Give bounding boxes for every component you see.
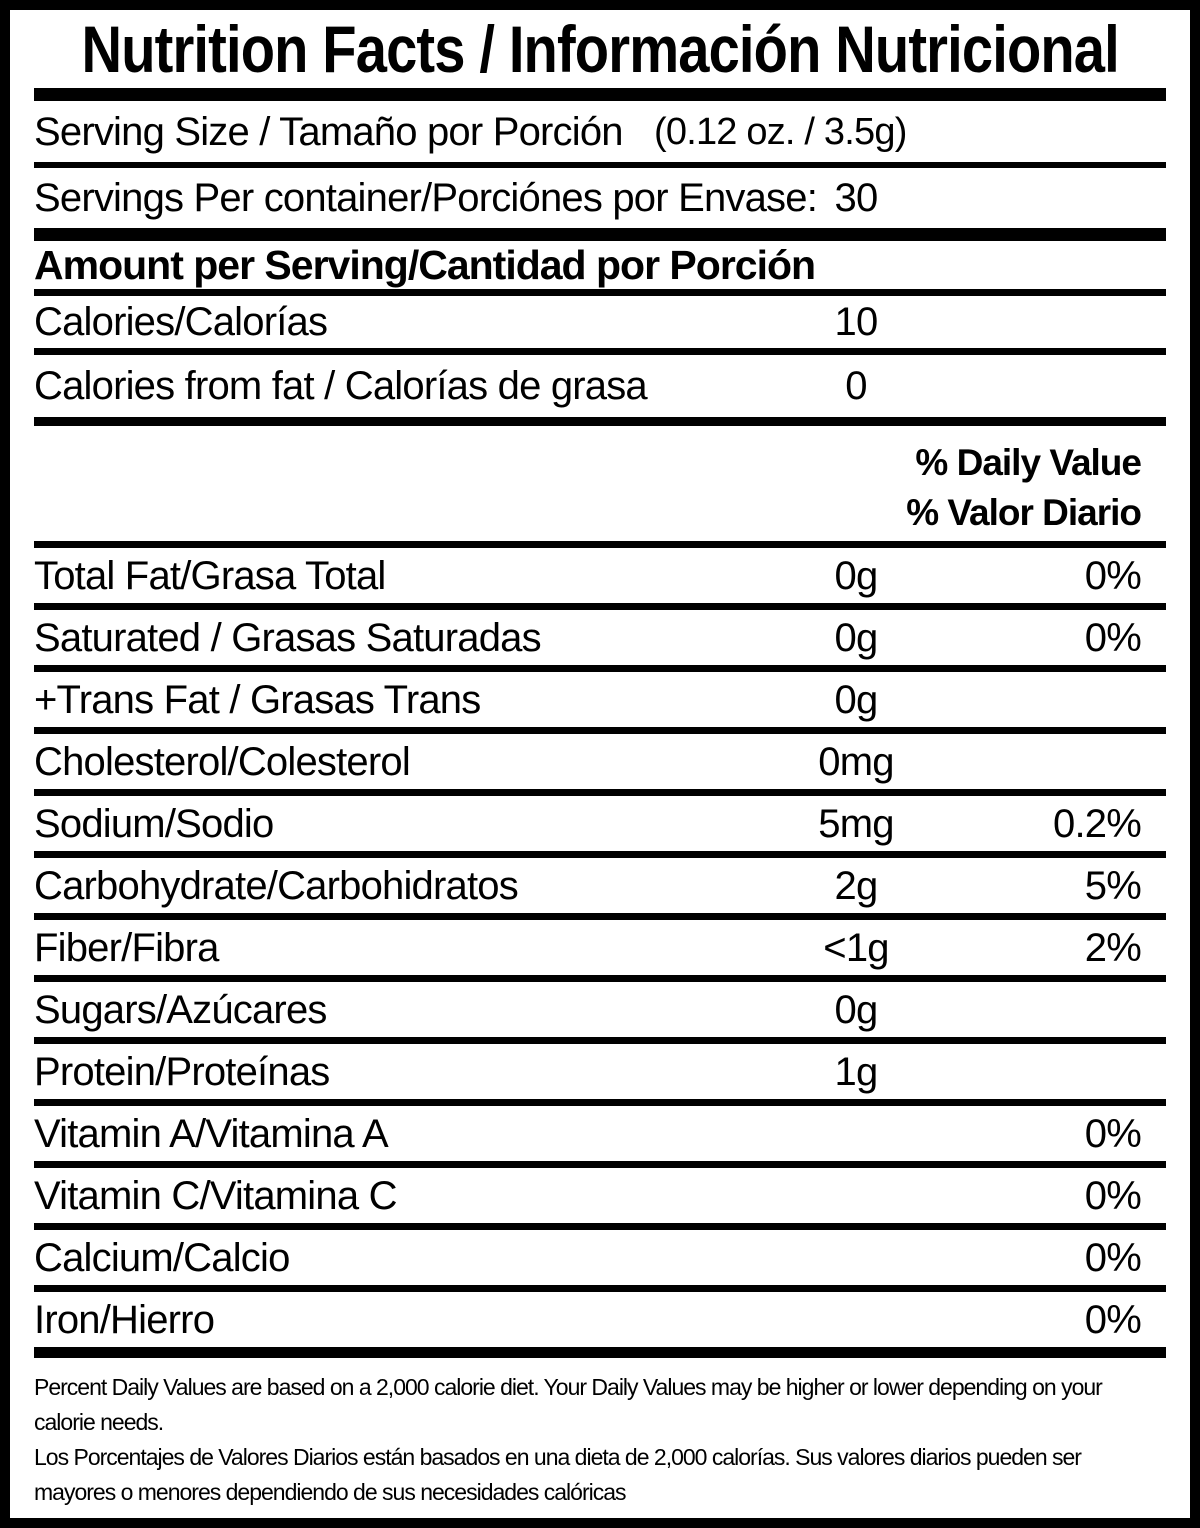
medium-rule [34, 417, 1166, 426]
serving-size-row: Serving Size / Tamaño por Porción (0.12 … [34, 101, 1166, 162]
servings-per-container-label: Servings Per container/Porciónes por Env… [34, 176, 818, 220]
nutrient-label: +Trans Fat / Grasas Trans [34, 677, 481, 722]
thin-rule [34, 1099, 1166, 1106]
nutrient-row-vitamin-a: Vitamin A/Vitamina A 0% [34, 1106, 1166, 1161]
footnote-es: Los Porcentajes de Valores Diarios están… [34, 1444, 1082, 1505]
nutrient-label: Iron/Hierro [34, 1297, 215, 1342]
nutrient-row-carbohydrate: Carbohydrate/Carbohidratos 2g 5% [34, 858, 1166, 913]
calories-row: Calories/Calorías 10 [34, 296, 1166, 348]
nutrient-row-iron: Iron/Hierro 0% [34, 1292, 1166, 1347]
nutrient-row-sugars: Sugars/Azúcares 0g [34, 982, 1166, 1037]
thin-rule [34, 975, 1166, 982]
calories-label: Calories/Calorías [34, 300, 328, 344]
thin-rule [34, 665, 1166, 672]
nutrient-amount: <1g [823, 925, 889, 970]
thin-rule [34, 789, 1166, 796]
label-title: Nutrition Facts / Información Nutriciona… [81, 12, 1119, 86]
nutrient-dv: 0% [1084, 1297, 1142, 1342]
serving-size-label: Serving Size / Tamaño por Porción [34, 109, 624, 154]
thin-rule [34, 913, 1166, 920]
footnotes: Percent Daily Values are based on a 2,00… [34, 1358, 1166, 1518]
nutrient-label: Protein/Proteínas [34, 1049, 330, 1094]
label-title-block: Nutrition Facts / Información Nutriciona… [34, 10, 1166, 88]
nutrient-row-vitamin-c: Vitamin C/Vitamina C 0% [34, 1168, 1166, 1223]
calories-value: 10 [834, 300, 879, 344]
calories-from-fat-row: Calories from fat / Calorías de grasa 0 [34, 355, 1166, 417]
serving-size-value: (0.12 oz. / 3.5g) [654, 110, 907, 153]
daily-value-header-block: % Daily Value % Valor Diario [34, 426, 1166, 541]
nutrient-row-cholesterol: Cholesterol/Colesterol 0mg [34, 734, 1166, 789]
nutrient-dv: 5% [1084, 863, 1142, 908]
thick-rule [34, 1347, 1166, 1358]
nutrient-row-fiber: Fiber/Fibra <1g 2% [34, 920, 1166, 975]
nutrient-row-sodium: Sodium/Sodio 5mg 0.2% [34, 796, 1166, 851]
nutrient-amount: 1g [834, 1049, 879, 1094]
thin-rule [34, 1161, 1166, 1168]
nutrient-label: Vitamin C/Vitamina C [34, 1173, 397, 1218]
nutrient-label: Cholesterol/Colesterol [34, 739, 411, 784]
nutrient-label: Fiber/Fibra [34, 925, 219, 970]
nutrient-row-calcium: Calcium/Calcio 0% [34, 1230, 1166, 1285]
nutrient-dv: 0% [1084, 1173, 1142, 1218]
nutrient-label: Carbohydrate/Carbohidratos [34, 863, 519, 908]
nutrient-row-saturated-fat: Saturated / Grasas Saturadas 0g 0% [34, 610, 1166, 665]
nutrient-row-protein: Protein/Proteínas 1g [34, 1044, 1166, 1099]
nutrient-label: Total Fat/Grasa Total [34, 553, 386, 598]
nutrient-amount: 5mg [818, 801, 894, 846]
thick-rule [34, 228, 1166, 241]
thin-rule [34, 1223, 1166, 1230]
servings-per-container-row: Servings Per container/Porciónes por Env… [34, 168, 1166, 228]
nutrient-amount: 0g [834, 677, 879, 722]
footnote-en: Percent Daily Values are based on a 2,00… [34, 1374, 1103, 1435]
nutrient-label: Sugars/Azúcares [34, 987, 327, 1032]
nutrient-dv: 0% [1084, 1111, 1142, 1156]
nutrient-dv: 0% [1084, 1235, 1142, 1280]
daily-value-header-en: % Daily Value [915, 442, 1142, 483]
thin-rule [34, 603, 1166, 610]
nutrient-row-total-fat: Total Fat/Grasa Total 0g 0% [34, 548, 1166, 603]
nutrient-amount: 0g [834, 553, 879, 598]
nutrient-dv: 2% [1084, 925, 1142, 970]
amount-per-serving-header-row: Amount per Serving/Cantidad por Porción [34, 241, 1166, 289]
amount-per-serving-header: Amount per Serving/Cantidad por Porción [34, 241, 816, 288]
thick-rule [34, 88, 1166, 101]
thin-rule [34, 727, 1166, 734]
calories-from-fat-value: 0 [845, 364, 867, 408]
calories-from-fat-label: Calories from fat / Calorías de grasa [34, 364, 648, 408]
nutrient-label: Saturated / Grasas Saturadas [34, 615, 542, 660]
nutrient-amount: 0g [834, 615, 879, 660]
nutrient-row-trans-fat: +Trans Fat / Grasas Trans 0g [34, 672, 1166, 727]
thin-rule [34, 541, 1166, 548]
servings-per-container-value: 30 [834, 176, 879, 220]
thin-rule [34, 1285, 1166, 1292]
nutrient-amount: 0g [834, 987, 879, 1032]
nutrient-dv: 0% [1084, 615, 1142, 660]
nutrient-amount: 0mg [818, 739, 894, 784]
daily-value-header-es: % Valor Diario [906, 492, 1142, 533]
thin-rule [34, 1037, 1166, 1044]
thin-rule [34, 162, 1166, 168]
nutrient-amount: 2g [834, 863, 879, 908]
nutrient-dv: 0% [1084, 553, 1142, 598]
thin-rule [34, 348, 1166, 355]
nutrient-dv: 0.2% [1053, 801, 1142, 846]
thin-rule [34, 289, 1166, 296]
thin-rule [34, 851, 1166, 858]
nutrient-label: Sodium/Sodio [34, 801, 274, 846]
nutrient-label: Calcium/Calcio [34, 1235, 290, 1280]
nutrient-label: Vitamin A/Vitamina A [34, 1111, 389, 1156]
